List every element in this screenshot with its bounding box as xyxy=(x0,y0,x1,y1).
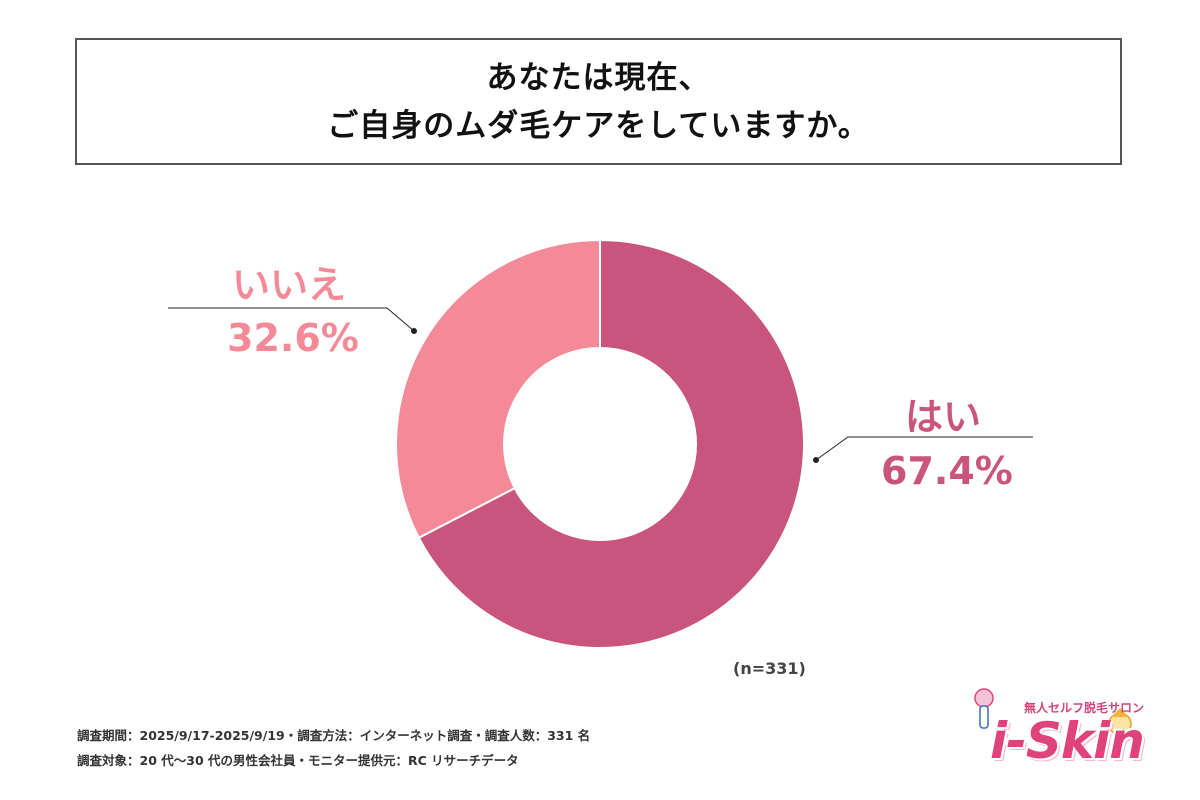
survey-target-note: 調査対象：20 代〜30 代の男性会社員・モニター提供元：RC リサーチデータ xyxy=(77,753,519,768)
leader-line-no xyxy=(168,307,415,332)
title-box: あなたは現在、 ご自身のムダ毛ケアをしていますか。 xyxy=(75,38,1122,165)
leader-line-no-dot xyxy=(411,328,417,334)
logo-mascot-icon xyxy=(974,688,1132,736)
sample-size: (n=331) xyxy=(733,659,806,678)
slice-no xyxy=(395,238,601,540)
logo-wordmark: i-Skin xyxy=(990,712,1145,770)
slice-value-yes: 67.4% xyxy=(881,449,1013,493)
brand-logo xyxy=(970,684,1170,784)
logo-tagline: 無人セルフ脱毛サロン xyxy=(1024,701,1145,715)
title-line-1: あなたは現在、 xyxy=(486,59,711,96)
title-line-2: ご自身のムダ毛ケアをしていますか。 xyxy=(327,107,870,144)
slice-label-yes: はい xyxy=(905,395,982,439)
leader-line-yes xyxy=(815,436,1033,461)
slice-label-no: いいえ xyxy=(232,263,347,307)
leader-line-yes-dot xyxy=(813,457,819,463)
slice-yes xyxy=(417,238,805,649)
slice-value-no: 32.6% xyxy=(227,316,359,360)
survey-period-note: 調査期間：2025/9/17-2025/9/19・調査方法：インターネット調査・… xyxy=(77,728,591,743)
